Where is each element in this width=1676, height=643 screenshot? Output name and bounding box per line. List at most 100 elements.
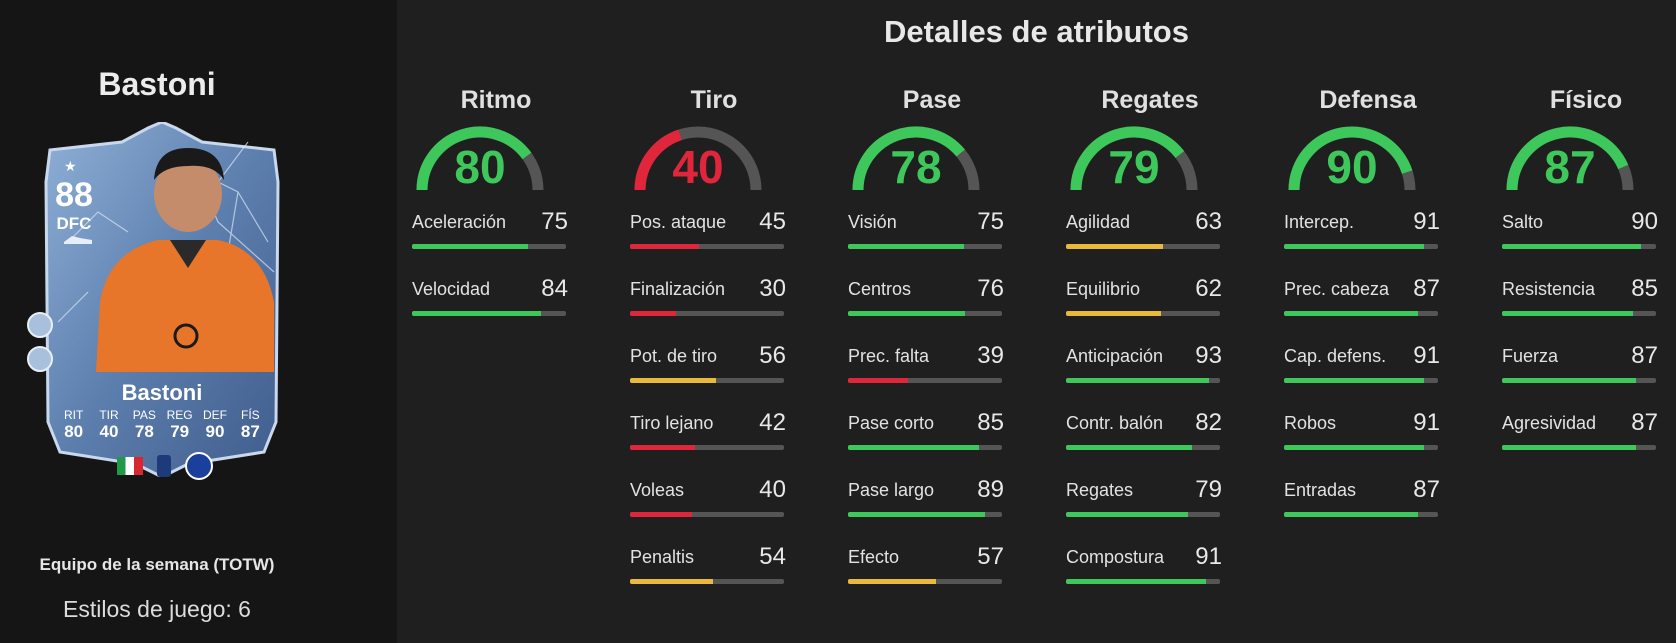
stat-value: 42 bbox=[759, 409, 786, 436]
stat-bar-fill bbox=[848, 512, 986, 517]
stat-value: 85 bbox=[1631, 275, 1658, 302]
stat-value: 54 bbox=[759, 543, 786, 570]
stat-label: Anticipación bbox=[1066, 346, 1164, 366]
stat-bar-fill bbox=[630, 512, 692, 517]
stat-value: 63 bbox=[1195, 208, 1222, 235]
stat-label: Agresividad bbox=[1502, 413, 1597, 433]
gauge-fill bbox=[1070, 126, 1185, 191]
attribute-column: Defensa 90 Intercep. 91 Prec. cabeza 87 Cap. d… bbox=[1284, 86, 1452, 547]
gauge-fill bbox=[416, 126, 532, 191]
stat-bar-fill bbox=[848, 311, 966, 316]
gauge-fill bbox=[1506, 126, 1629, 191]
stat-row: Penaltis 54 bbox=[630, 543, 798, 614]
stat-value: 93 bbox=[1195, 342, 1222, 369]
stat-label: Finalización bbox=[630, 279, 726, 299]
stat-row: Fuerza 87 bbox=[1502, 342, 1670, 413]
stat-row: Contr. balón 82 bbox=[1066, 409, 1234, 480]
player-name: Bastoni bbox=[98, 66, 216, 102]
stat-label: Regates bbox=[1066, 480, 1134, 500]
stat-bar bbox=[1502, 244, 1656, 249]
stats-list: Agilidad 63 Equilibrio 62 Anticipación 93 Cont… bbox=[1066, 208, 1234, 614]
stat-bar bbox=[848, 579, 1002, 584]
category-gauge: 87 bbox=[1500, 120, 1640, 206]
stat-label: Cap. defens. bbox=[1284, 346, 1387, 366]
stat-label: Prec. cabeza bbox=[1284, 279, 1390, 299]
card-stat-value: 40 bbox=[99, 422, 119, 441]
stat-bar bbox=[848, 244, 1002, 249]
stat-bar-fill bbox=[1066, 244, 1164, 249]
italy-flag-icon bbox=[117, 457, 143, 475]
stat-value: 76 bbox=[977, 275, 1004, 302]
stat-row: Equilibrio 62 bbox=[1066, 275, 1234, 346]
category-title: Pase bbox=[902, 86, 962, 114]
stat-value: 39 bbox=[977, 342, 1004, 369]
league-logo-icon bbox=[157, 455, 171, 477]
card-stat-label: TIR bbox=[99, 408, 119, 422]
stat-bar-fill bbox=[412, 244, 528, 249]
stat-bar-fill bbox=[848, 244, 964, 249]
category-title: Regates bbox=[1101, 86, 1199, 114]
stat-value: 90 bbox=[1631, 208, 1658, 235]
stat-row: Velocidad 84 bbox=[412, 275, 580, 346]
stat-row: Entradas 87 bbox=[1284, 476, 1452, 547]
stat-label: Pos. ataque bbox=[630, 212, 727, 232]
card-player-name: Bastoni bbox=[121, 380, 203, 405]
stat-label: Prec. falta bbox=[848, 346, 930, 366]
stat-value: 79 bbox=[1195, 476, 1222, 503]
stat-row: Visión 75 bbox=[848, 208, 1016, 279]
category-gauge: 40 bbox=[628, 120, 768, 206]
card-stat-label: REG bbox=[166, 408, 193, 422]
stat-row: Aceleración 75 bbox=[412, 208, 580, 279]
stat-value: 45 bbox=[759, 208, 786, 235]
card-position: DFC bbox=[56, 214, 92, 233]
stat-value: 89 bbox=[977, 476, 1004, 503]
category-title: Físico bbox=[1549, 86, 1623, 114]
stat-bar-fill bbox=[1284, 244, 1425, 249]
stat-bar-fill bbox=[1284, 512, 1418, 517]
stat-label: Visión bbox=[848, 212, 897, 232]
stat-bar-fill bbox=[630, 244, 700, 249]
stats-list: Intercep. 91 Prec. cabeza 87 Cap. defens. 91 R… bbox=[1284, 208, 1452, 547]
stat-bar-fill bbox=[1284, 445, 1425, 450]
stat-bar bbox=[848, 311, 1002, 316]
section-title: Detalles de atributos bbox=[884, 14, 1189, 49]
stat-value: 87 bbox=[1631, 342, 1658, 369]
stat-label: Velocidad bbox=[412, 279, 491, 299]
stat-bar-fill bbox=[1284, 378, 1425, 383]
playstyle-icon[interactable] bbox=[27, 312, 53, 338]
stat-bar bbox=[848, 512, 1002, 517]
category-value: 80 bbox=[454, 141, 506, 193]
stat-bar-fill bbox=[630, 311, 677, 316]
stat-bar-fill bbox=[1502, 378, 1636, 383]
stat-bar bbox=[1284, 244, 1438, 249]
stat-bar-fill bbox=[630, 445, 695, 450]
stat-row: Compostura 91 bbox=[1066, 543, 1234, 614]
stat-bar bbox=[412, 311, 566, 316]
stat-label: Agilidad bbox=[1066, 212, 1131, 232]
card-background bbox=[44, 122, 280, 477]
stat-bar-fill bbox=[630, 378, 717, 383]
stat-bar-fill bbox=[1502, 311, 1633, 316]
stat-bar-fill bbox=[630, 579, 714, 584]
stat-label: Efecto bbox=[848, 547, 900, 567]
stat-label: Voleas bbox=[630, 480, 685, 500]
playstyle-icon[interactable] bbox=[27, 346, 53, 372]
stat-bar bbox=[1066, 512, 1220, 517]
stat-bar-fill bbox=[848, 378, 909, 383]
stats-list: Aceleración 75 Velocidad 84 bbox=[412, 208, 580, 346]
stats-list: Salto 90 Resistencia 85 Fuerza 87 Agresividad 8… bbox=[1502, 208, 1670, 480]
stat-row: Robos 91 bbox=[1284, 409, 1452, 480]
category-gauge: 79 bbox=[1064, 120, 1204, 206]
category-value: 79 bbox=[1108, 141, 1160, 193]
stat-row: Centros 76 bbox=[848, 275, 1016, 346]
stat-row: Voleas 40 bbox=[630, 476, 798, 547]
category-value: 78 bbox=[890, 141, 942, 193]
playstyles-count: Estilos de juego: 6 bbox=[63, 596, 251, 622]
stat-row: Efecto 57 bbox=[848, 543, 1016, 614]
club-crest-icon bbox=[185, 452, 213, 480]
stat-label: Tiro lejano bbox=[630, 413, 714, 433]
attribute-column: Tiro 40 Pos. ataque 45 Finalización 30 Pot. de… bbox=[630, 86, 798, 614]
player-card[interactable]: ★ 88 DFC Bastoni RIT TIR PAS REG DEF FÍS… bbox=[38, 122, 286, 480]
stat-row: Pase corto 85 bbox=[848, 409, 1016, 480]
stats-list: Pos. ataque 45 Finalización 30 Pot. de tiro 5… bbox=[630, 208, 798, 614]
